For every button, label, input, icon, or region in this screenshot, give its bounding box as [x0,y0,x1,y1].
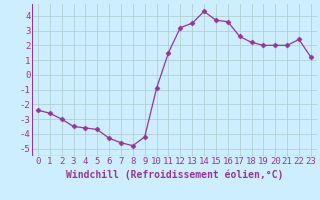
X-axis label: Windchill (Refroidissement éolien,°C): Windchill (Refroidissement éolien,°C) [66,169,283,180]
